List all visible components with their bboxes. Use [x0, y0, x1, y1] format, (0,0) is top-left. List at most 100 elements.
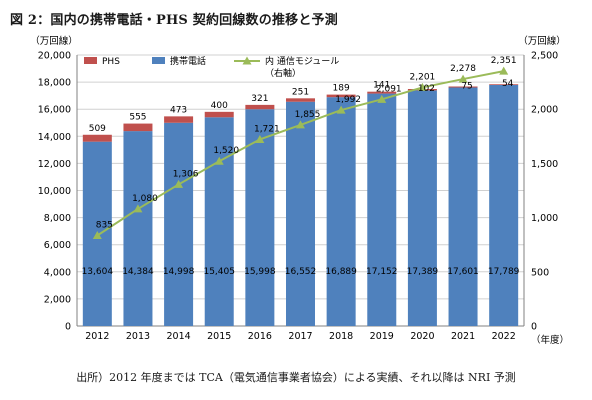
mobile-value-label: 14,998	[163, 267, 195, 277]
legend-module-label: 内 通信モジュール	[265, 55, 339, 67]
x-tick-label: 2014	[166, 331, 190, 342]
module-point	[499, 66, 509, 75]
x-tick-label: 2012	[85, 331, 109, 342]
module-value-label: 2,351	[491, 56, 517, 66]
right-axis-unit: （万回線）	[518, 35, 566, 47]
left-tick-label: 2,000	[44, 294, 71, 305]
module-point	[133, 204, 143, 213]
mobile-value-label: 16,552	[285, 267, 317, 277]
legend-module-sublabel: （右軸）	[265, 67, 301, 79]
phs-value-label: 75	[461, 81, 472, 91]
x-tick-label: 2018	[329, 331, 353, 342]
mobile-value-label: 17,601	[447, 267, 479, 277]
chart-title: 図 2：国内の携帯電話・PHS 契約回線数の推移と予測	[10, 13, 338, 28]
mobile-value-label: 14,384	[122, 267, 154, 277]
mobile-bar	[489, 84, 519, 327]
phs-value-label: 102	[418, 84, 435, 94]
phs-value-label: 54	[502, 79, 514, 89]
mobile-value-label: 15,405	[203, 267, 235, 277]
module-value-label: 1,721	[254, 124, 280, 134]
x-tick-label: 2020	[410, 331, 434, 342]
module-point	[92, 230, 102, 239]
x-tick-label: 2017	[288, 331, 312, 342]
phs-value-label: 141	[373, 81, 390, 91]
module-point	[174, 179, 184, 188]
module-point	[417, 82, 427, 91]
module-point	[377, 94, 387, 103]
module-value-label: 1,992	[335, 95, 361, 105]
mobile-value-label: 17,152	[366, 267, 398, 277]
phs-value-label: 321	[251, 94, 268, 104]
legend-phs-swatch	[84, 57, 97, 64]
phs-bar	[326, 94, 356, 98]
left-tick-label: 12,000	[38, 159, 71, 170]
module-point	[336, 105, 346, 114]
x-tick-label: 2013	[126, 331, 150, 342]
module-value-label: 2,091	[376, 84, 402, 94]
module-value-label: 1,080	[132, 194, 158, 204]
mobile-bar	[286, 101, 315, 326]
right-tick-label: 500	[531, 267, 549, 278]
legend-mobile-label: 携帯電話	[170, 55, 206, 67]
right-tick-label: 1,500	[531, 159, 558, 170]
phs-bar	[448, 86, 478, 88]
left-axis-unit: （万回線）	[30, 35, 78, 47]
left-tick-label: 14,000	[38, 132, 71, 143]
x-tick-label: 2021	[451, 331, 475, 342]
phs-value-label: 251	[292, 87, 309, 97]
phs-value-label: 555	[129, 113, 146, 123]
x-tick-label: 2019	[370, 331, 394, 342]
phs-bar	[367, 91, 397, 94]
mobile-bar	[448, 87, 478, 327]
x-tick-label: 2016	[248, 331, 272, 342]
module-value-label: 1,306	[173, 169, 199, 179]
mobile-value-label: 16,889	[325, 267, 357, 277]
left-tick-label: 6,000	[44, 240, 71, 251]
module-value-label: 1,855	[295, 110, 321, 120]
mobile-value-label: 15,998	[244, 267, 276, 277]
phs-bar	[164, 116, 194, 123]
right-tick-label: 2,000	[531, 105, 558, 116]
mobile-value-label: 17,389	[407, 267, 439, 277]
source-note: 出所）2012 年度までは TCA（電気通信事業者協会）による実績、それ以降は …	[76, 371, 516, 384]
left-tick-label: 20,000	[38, 51, 71, 62]
x-tick-label: 2015	[207, 331, 231, 342]
phs-bar	[82, 134, 112, 142]
phs-value-label: 189	[333, 84, 350, 94]
module-point	[296, 120, 305, 129]
mobile-bar	[204, 117, 234, 326]
right-tick-label: 0	[531, 322, 537, 333]
left-tick-label: 4,000	[44, 267, 71, 278]
phs-bar	[489, 84, 519, 85]
right-tick-label: 1,000	[531, 213, 558, 224]
phs-value-label: 473	[170, 105, 187, 115]
x-axis-unit: （年度）	[531, 334, 569, 346]
mobile-bar	[367, 93, 397, 327]
left-tick-label: 10,000	[38, 186, 71, 197]
left-tick-label: 16,000	[38, 105, 71, 116]
left-tick-label: 18,000	[38, 78, 71, 89]
module-value-label: 1,520	[213, 146, 239, 156]
phs-bar	[204, 111, 234, 118]
module-point	[255, 134, 265, 143]
mobile-bar	[326, 97, 356, 326]
phs-bar	[286, 98, 315, 102]
phs-bar	[123, 123, 153, 132]
phs-bar	[245, 104, 275, 110]
legend-module-marker	[242, 56, 252, 65]
legend-phs-label: PHS	[102, 57, 120, 67]
module-value-label: 2,278	[450, 64, 476, 74]
right-tick-label: 2,500	[531, 51, 558, 62]
module-point	[458, 74, 468, 83]
mobile-value-label: 17,789	[488, 267, 520, 277]
mobile-bar	[123, 131, 153, 326]
module-value-label: 2,201	[410, 72, 436, 82]
phs-value-label: 400	[211, 101, 228, 111]
mobile-value-label: 13,604	[82, 267, 114, 277]
mobile-bar	[164, 122, 194, 326]
x-tick-label: 2022	[492, 331, 516, 342]
mobile-bar	[407, 90, 437, 326]
phs-value-label: 509	[89, 124, 106, 134]
module-point	[214, 156, 224, 165]
